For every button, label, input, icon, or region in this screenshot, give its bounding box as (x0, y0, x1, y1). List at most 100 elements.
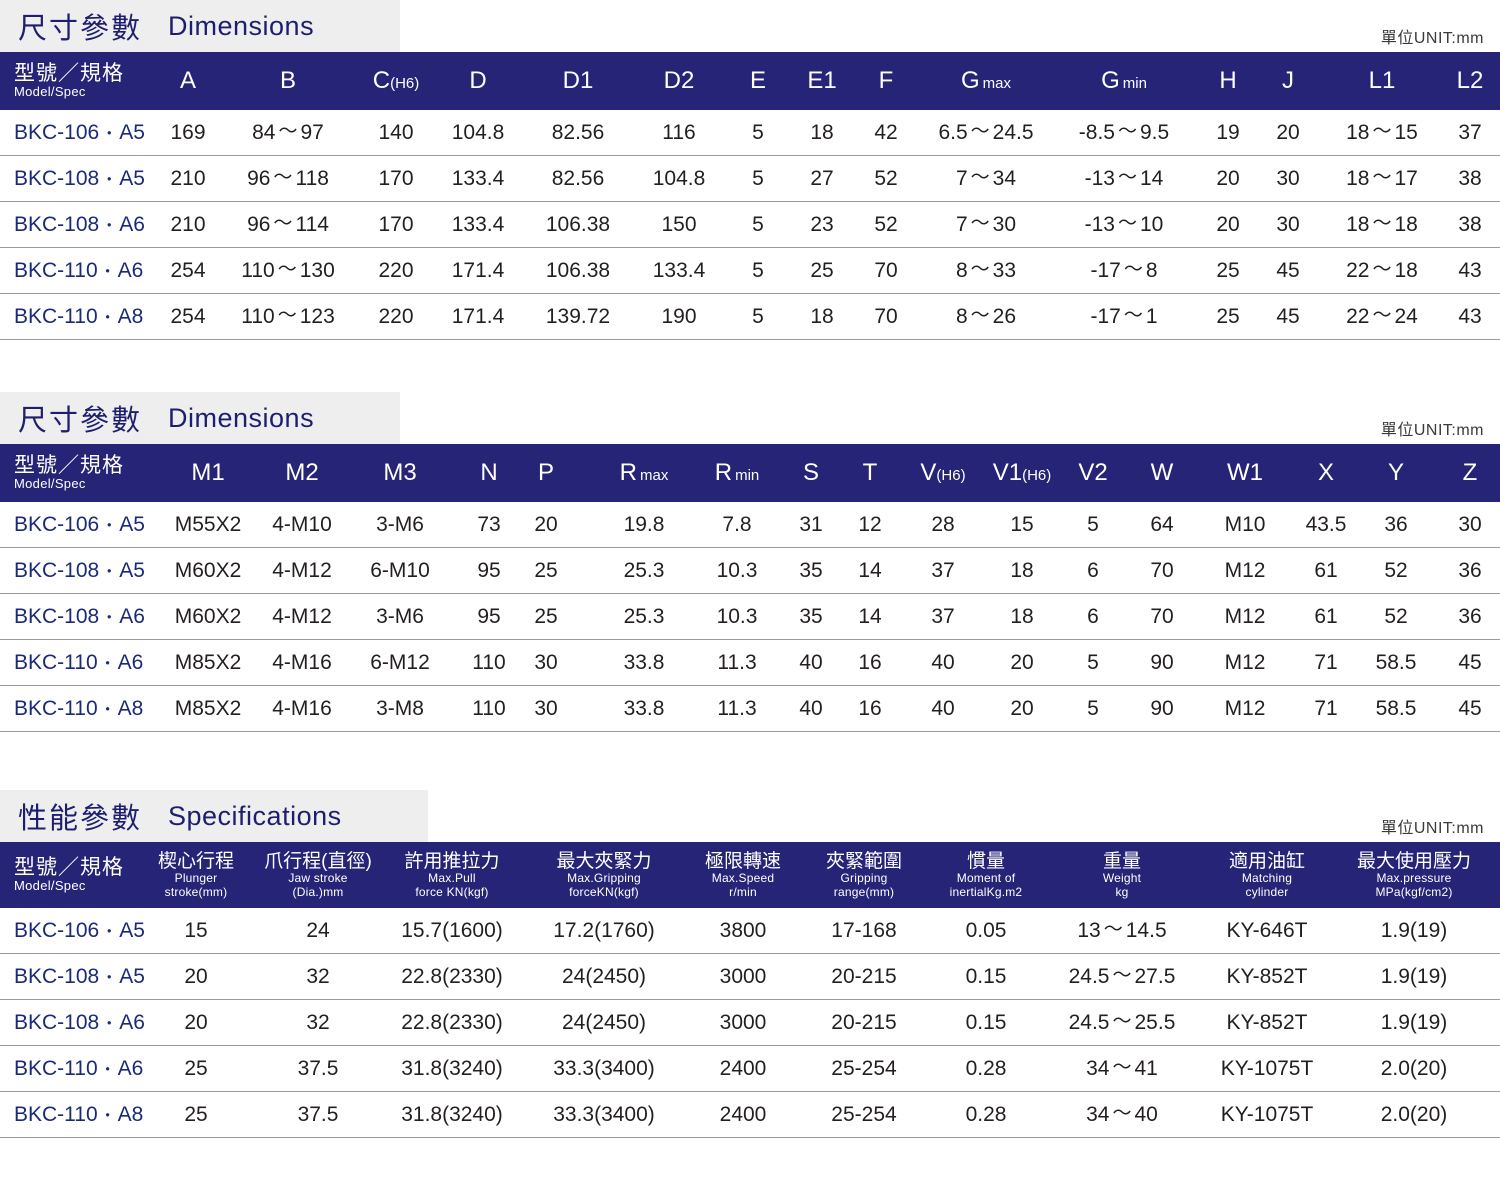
cell-value: 82.56 (551, 167, 605, 190)
cell-model: BKC-108 ・A5 (14, 965, 145, 988)
cell-value: 24(2450) (561, 1011, 647, 1034)
header-code-main: F (878, 66, 894, 94)
cell-value: 52 (874, 213, 898, 236)
header-cell: D (469, 52, 486, 110)
header-code-main: Y (1387, 458, 1405, 486)
cell-value: 19.8 (623, 513, 665, 536)
cell-value: 5 (752, 167, 764, 190)
cell-value: 11.3 (717, 697, 757, 720)
range-separator: 〜 (277, 305, 297, 326)
header-cell: Y (1388, 444, 1404, 502)
cell-model: BKC-108 ・A6 (14, 213, 145, 236)
range-separator: 〜 (1123, 259, 1143, 280)
cell-value: 133.4 (451, 167, 505, 190)
cell-value: 18 〜 15 (1346, 110, 1418, 156)
cell-value: 4-M12 (272, 605, 332, 628)
header-code-main: J (1282, 66, 1294, 94)
cell-value: 31 (799, 513, 823, 536)
range-separator: 〜 (1372, 213, 1392, 234)
cell-value: 20 (1276, 121, 1300, 144)
cell-value: 3-M6 (376, 513, 424, 536)
cell-value: 31.8(3240) (401, 1057, 503, 1080)
header-label-cn: 夾緊範圍 (825, 850, 903, 872)
header-label-code: M2 (285, 458, 319, 487)
cell-value: 25 (534, 559, 558, 582)
header-label-cn: 極限轉速 (704, 850, 782, 872)
header-code-main: X (1317, 458, 1335, 486)
range-separator: 〜 (1112, 965, 1132, 986)
header-label-code: L1 (1369, 67, 1396, 95)
table-row: BKC-110 ・A8 M85X2 4-M16 3-M8 110 30 33.8 11.3 40 1… (0, 686, 1500, 732)
cell-value: 5 (1087, 513, 1099, 536)
cell-value: 110 (472, 697, 506, 720)
cell-value: 58.5 (1375, 697, 1417, 720)
header-label-code: S (802, 458, 820, 487)
header-code-main: R (619, 458, 637, 486)
header-cell: W1 (1227, 444, 1263, 502)
range-separator: 〜 (273, 167, 293, 188)
header-label-cn: 爪行程(直徑) (264, 850, 372, 872)
range-separator: 〜 (1117, 167, 1138, 188)
cell-value: 25-254 (831, 1103, 897, 1126)
table-row: BKC-108 ・A6 20 32 22.8(2330) 24(2450) 3000 20-2… (0, 1000, 1500, 1046)
header-label-code: P (538, 459, 554, 487)
cell-value: 1.9(19) (1380, 919, 1448, 942)
cell-value: 70 (874, 259, 898, 282)
cell-value: 40 (799, 651, 823, 674)
cell-value: 3-M8 (376, 697, 424, 720)
header-code-main: C (372, 66, 391, 94)
header-label-code: W (1151, 459, 1174, 487)
header-cell-model: 型號／規格 Model/Spec (0, 52, 160, 110)
cell-value: 7.8 (722, 513, 752, 536)
header-cell: 夾緊範圍 Gripping range(mm) (826, 842, 902, 908)
cell-value: 24 (306, 919, 330, 942)
table-title-band: 尺寸參數 Dimensions (0, 0, 400, 52)
cell-value: 220 (378, 259, 414, 282)
model-separator: ・ (99, 310, 116, 327)
header-code-main: S (802, 458, 820, 486)
cell-value: 52 (874, 167, 898, 190)
header-label-code: X (1317, 458, 1335, 487)
cell-value: 0.28 (965, 1057, 1007, 1080)
header-code-main: M2 (285, 458, 319, 486)
cell-value: 170 (378, 167, 414, 190)
model-separator: ・ (101, 172, 118, 189)
header-cell: M2 (285, 444, 318, 502)
cell-value: 84 〜 97 (252, 110, 324, 156)
cell-value: 64 (1150, 513, 1174, 536)
table-body: BKC-106 ・A5 169 84 〜 97 140 104.8 82.56 116 5 18 42 6… (0, 110, 1500, 340)
cell-value: 20-215 (831, 1011, 897, 1034)
cell-value: 30 (534, 651, 558, 674)
header-code-main: D (469, 66, 487, 94)
header-code-qualifier: min (735, 466, 760, 484)
cell-value: 61 (1314, 559, 1338, 582)
cell-value: 110 (472, 651, 506, 674)
cell-value: 5 (752, 213, 764, 236)
header-label-code: F (878, 66, 894, 95)
cell-value: 35 (799, 605, 823, 628)
model-separator: ・ (101, 610, 118, 627)
cell-value: 20-215 (831, 965, 897, 988)
table-row: BKC-106 ・A5 169 84 〜 97 140 104.8 82.56 116 5 18 42 6… (0, 110, 1500, 156)
header-code-main: B (279, 66, 297, 94)
cell-value: M10 (1224, 513, 1266, 536)
header-code-qualifier: max (640, 466, 669, 484)
header-cell: 許用推拉力 Max.Pull force KN(kgf) (404, 842, 499, 908)
cell-value: 20 (184, 1011, 208, 1034)
header-label-en1: Moment of (956, 871, 1016, 886)
range-separator: 〜 (1372, 167, 1392, 188)
table-row: BKC-110 ・A6 254 110 〜 130 220 171.4 106.38 133.4 5… (0, 248, 1500, 294)
cell-model: BKC-110 ・A8 (14, 305, 144, 328)
header-cell: 爪行程(直徑) Jaw stroke (Dia.)mm (264, 842, 372, 908)
cell-value: 15.7(1600) (401, 919, 503, 942)
table-row: BKC-108 ・A5 M60X2 4-M12 6-M10 95 25 25.3 10.3 35 1… (0, 548, 1500, 594)
table-row: BKC-108 ・A5 210 96 〜 118 170 133.4 82.56 104.8 5 27… (0, 156, 1500, 202)
header-cell: S (803, 444, 819, 502)
header-model-en: Model/Spec (14, 476, 86, 492)
range-separator: 〜 (1112, 1011, 1132, 1032)
cell-value: 22 〜 24 (1346, 294, 1418, 340)
cell-value: 30 (1458, 513, 1482, 536)
cell-value: 20 (1216, 213, 1240, 236)
header-cell-model: 型號／規格 Model/Spec (0, 842, 160, 908)
